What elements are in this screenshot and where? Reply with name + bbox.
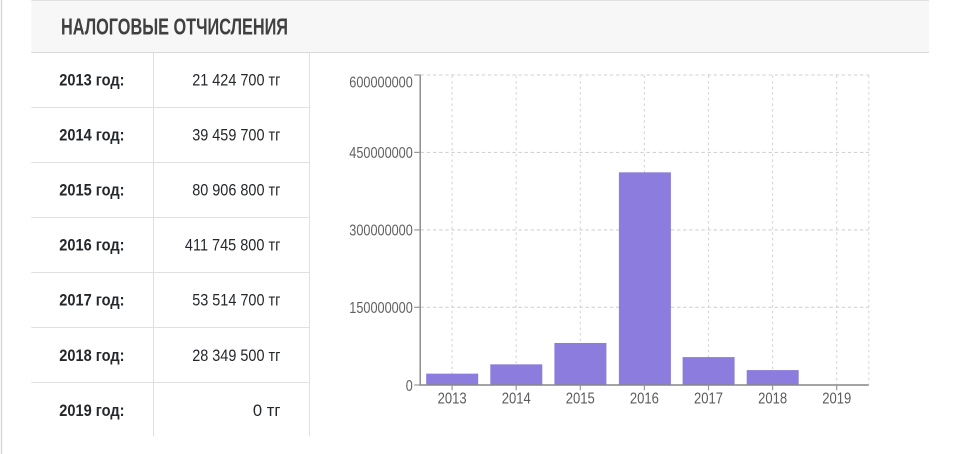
svg-text:2014 год:: 2014 год: <box>59 126 124 145</box>
svg-text:2016: 2016 <box>630 390 659 407</box>
svg-text:НАЛОГОВЫЕ ОТЧИСЛЕНИЯ: НАЛОГОВЫЕ ОТЧИСЛЕНИЯ <box>61 14 288 40</box>
svg-text:39 459 700 тг: 39 459 700 тг <box>192 126 280 145</box>
svg-text:28 349 500 тг: 28 349 500 тг <box>192 346 280 365</box>
svg-text:2013 год:: 2013 год: <box>59 71 124 90</box>
svg-text:21 424 700 тг: 21 424 700 тг <box>192 71 280 90</box>
svg-text:53 514 700 тг: 53 514 700 тг <box>192 291 280 310</box>
svg-text:600000000: 600000000 <box>349 75 413 92</box>
svg-text:300000000: 300000000 <box>349 223 413 240</box>
svg-text:450000000: 450000000 <box>349 145 413 162</box>
svg-text:0 тг: 0 тг <box>253 401 281 420</box>
svg-text:2017 год:: 2017 год: <box>59 291 124 310</box>
svg-text:2015: 2015 <box>566 390 595 407</box>
svg-text:2013: 2013 <box>438 390 467 407</box>
svg-text:2018: 2018 <box>758 390 787 407</box>
svg-text:2016 год:: 2016 год: <box>59 236 124 255</box>
svg-text:2018 год:: 2018 год: <box>59 346 124 365</box>
svg-text:2019: 2019 <box>822 390 851 407</box>
svg-text:411 745 800 тг: 411 745 800 тг <box>185 236 281 255</box>
svg-text:2014: 2014 <box>502 390 531 407</box>
svg-text:0: 0 <box>406 378 413 395</box>
svg-text:2017: 2017 <box>694 390 723 407</box>
svg-text:150000000: 150000000 <box>349 300 413 317</box>
svg-text:2015 год:: 2015 год: <box>59 181 124 200</box>
svg-text:2019 год:: 2019 год: <box>59 401 124 420</box>
svg-text:80 906 800 тг: 80 906 800 тг <box>192 181 280 200</box>
